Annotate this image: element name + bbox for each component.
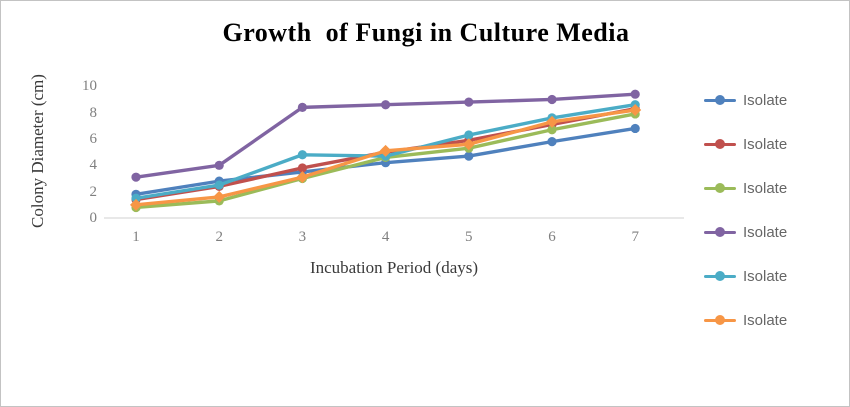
legend-item-5: Isolate xyxy=(704,264,787,288)
x-tick-label: 7 xyxy=(631,229,639,245)
x-tick-label: 6 xyxy=(548,229,556,245)
legend-series-marker-icon xyxy=(704,182,736,194)
data-point-marker xyxy=(213,190,226,203)
data-point-marker xyxy=(297,102,307,112)
legend-item-4: Isolate xyxy=(704,220,787,244)
legend-label: Isolate xyxy=(743,135,788,153)
data-point-marker xyxy=(297,150,307,160)
legend-series-marker-icon xyxy=(704,94,736,106)
data-point-marker xyxy=(464,130,474,140)
data-point-marker xyxy=(629,104,642,117)
legend-series-marker-icon xyxy=(704,226,736,238)
data-point-marker xyxy=(630,89,640,99)
legend-item-3: Isolate xyxy=(704,176,787,200)
x-tick-label: 3 xyxy=(298,229,307,245)
legend-item-1: Isolate xyxy=(704,88,787,112)
legend-series-marker-icon xyxy=(704,138,736,150)
legend-item-2: Isolate xyxy=(704,132,787,156)
data-point-marker xyxy=(546,115,558,128)
data-point-marker xyxy=(547,125,557,135)
data-point-marker xyxy=(462,138,475,151)
legend-series-marker-icon xyxy=(704,270,736,282)
legend-label: Isolate xyxy=(743,311,788,329)
data-point-marker xyxy=(296,171,309,184)
data-point-marker xyxy=(214,160,224,170)
data-point-marker xyxy=(214,180,224,190)
x-tick-label: 1 xyxy=(132,229,140,245)
legend-label: Isolate xyxy=(743,179,788,197)
data-point-marker xyxy=(547,137,557,147)
legend-label: Isolate xyxy=(743,91,788,109)
y-tick-label: 10 xyxy=(82,78,97,95)
x-tick-label: 5 xyxy=(465,229,473,245)
legend: Isolate Isolate Isolate Isolate Isolate Isola… xyxy=(704,88,787,352)
x-axis-title: Incubation Period (days) xyxy=(309,258,479,277)
y-tick-label: 4 xyxy=(89,157,98,174)
chart-title: Growth of Fungi in Culture Media xyxy=(222,18,630,47)
data-point-marker xyxy=(131,193,141,203)
data-point-marker xyxy=(547,94,557,105)
legend-series-marker-icon xyxy=(704,314,736,326)
data-point-marker xyxy=(630,123,640,134)
legend-label: Isolate xyxy=(743,267,788,285)
y-tick-label: 8 xyxy=(89,104,98,121)
data-point-marker xyxy=(130,198,142,211)
legend-label: Isolate xyxy=(743,223,788,241)
data-point-marker xyxy=(379,144,392,157)
data-point-marker xyxy=(464,151,474,161)
y-tick-label: 6 xyxy=(89,130,98,147)
legend-item-6: Isolate xyxy=(704,308,787,332)
x-tick-label: 4 xyxy=(381,229,390,245)
y-tick-label: 2 xyxy=(89,183,98,200)
x-tick-label: 2 xyxy=(215,229,223,245)
data-point-marker xyxy=(381,100,391,110)
data-point-marker xyxy=(464,97,474,107)
y-tick-label: 0 xyxy=(89,210,98,226)
data-point-marker xyxy=(131,172,141,182)
data-point-marker xyxy=(297,163,307,173)
